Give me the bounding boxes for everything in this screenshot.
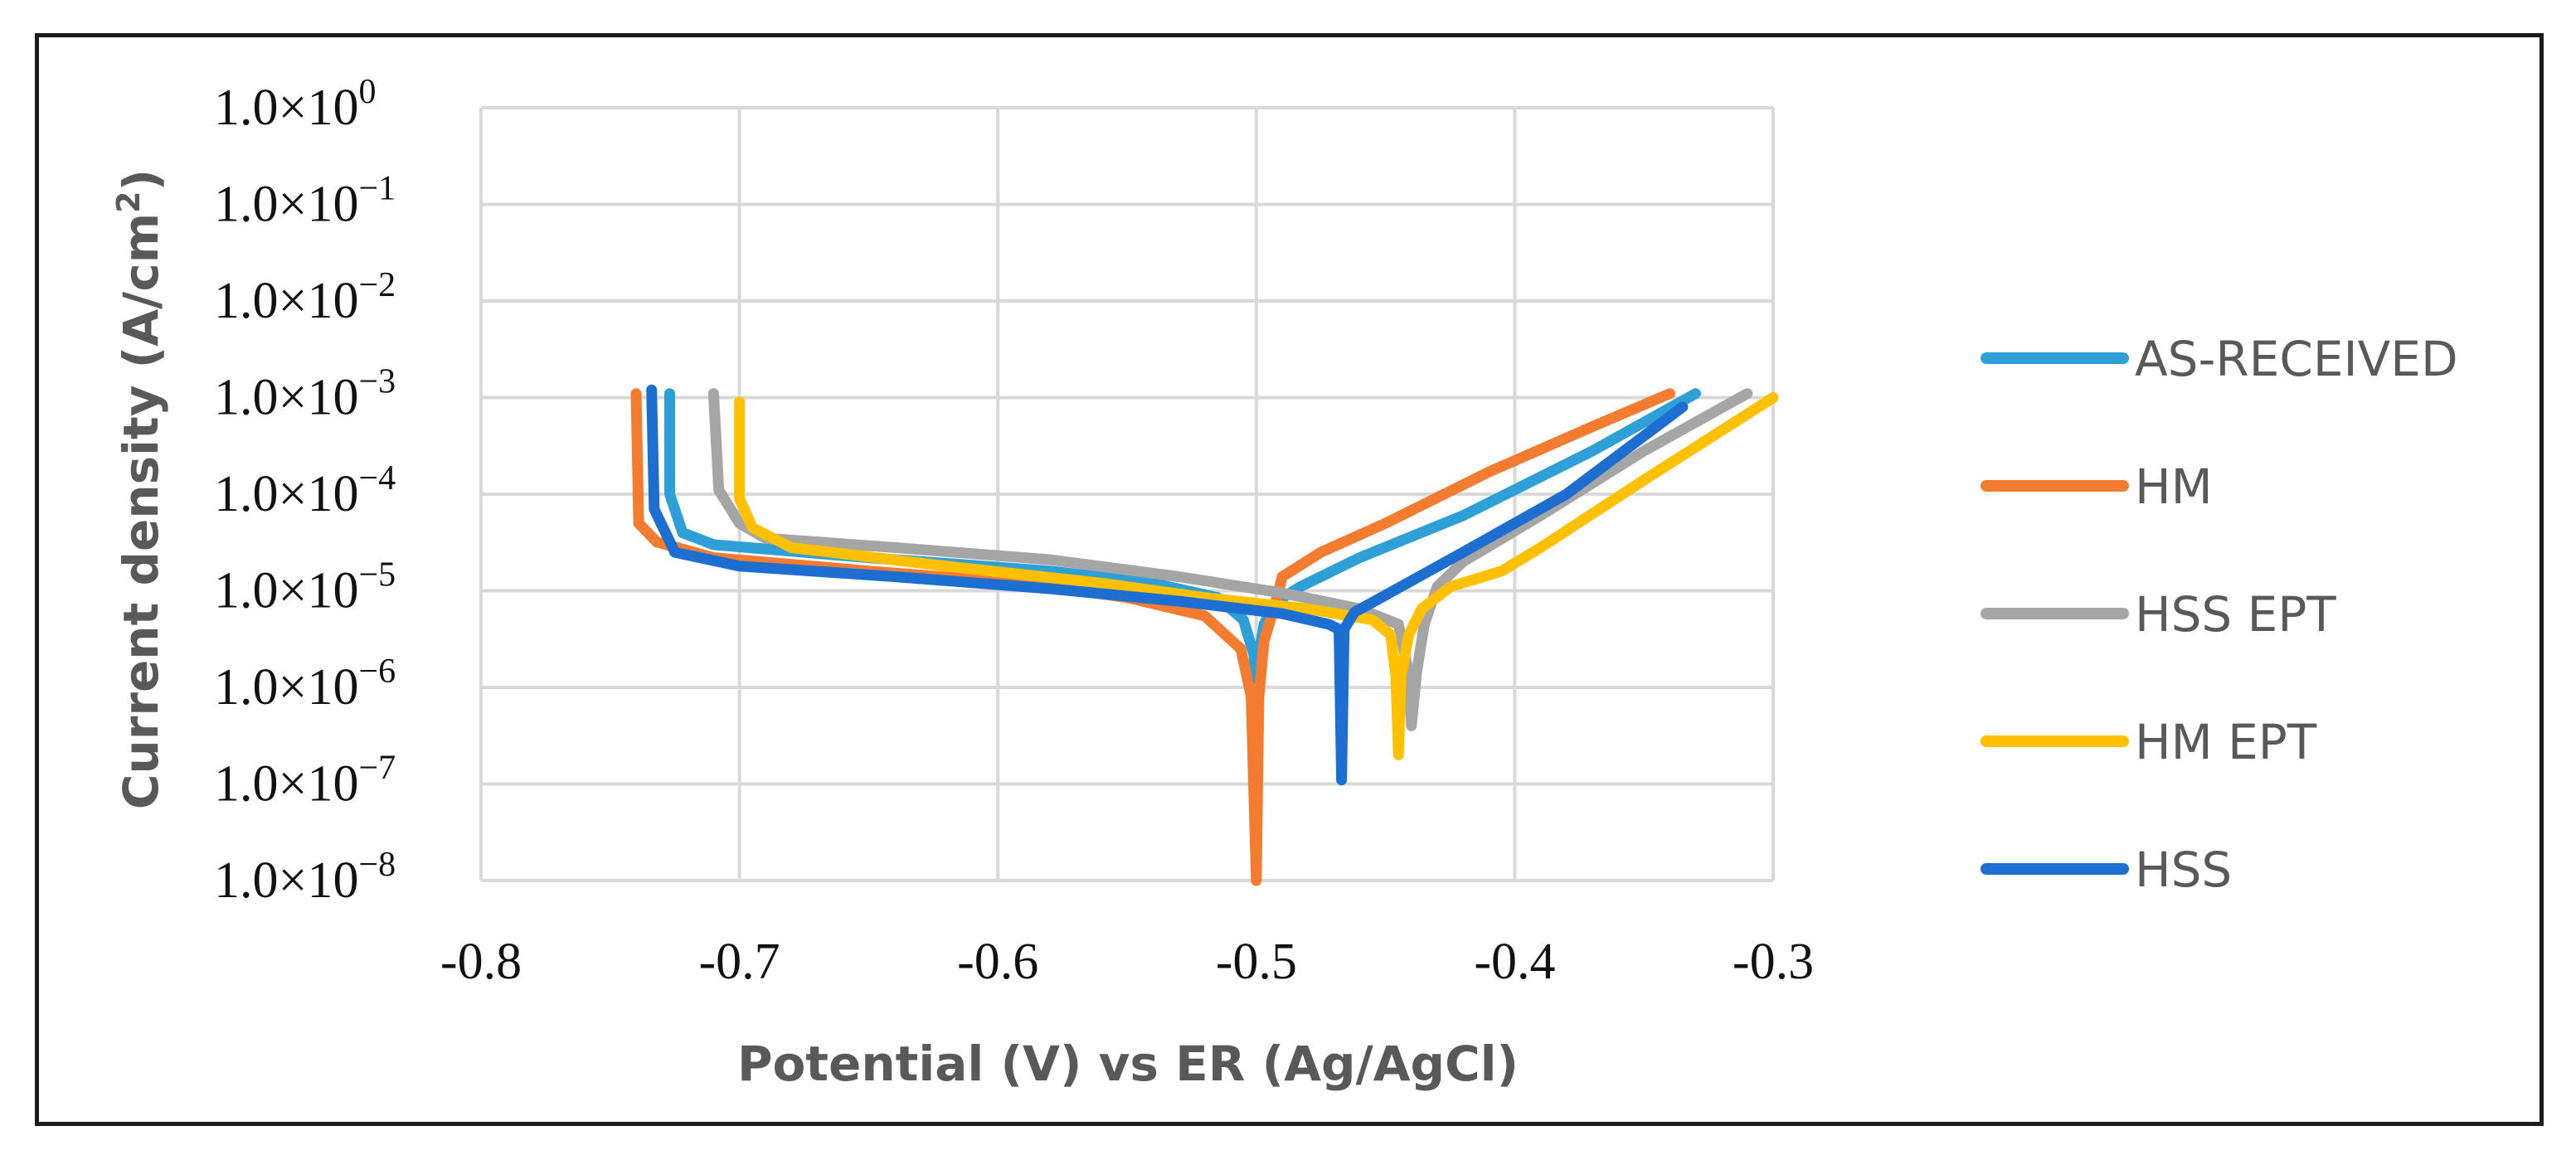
legend-label-hm-ept: HM EPT (2135, 714, 2317, 770)
series-line-as-received (664, 388, 1701, 686)
figure-frame (35, 33, 2544, 1126)
y-axis-title: Current density (A/cm2) (110, 169, 169, 809)
x-tick-labels: -0.8 -0.7 -0.6 -0.5 -0.4 -0.3 (440, 934, 1814, 990)
legend-label-hss: HSS (2135, 842, 2232, 898)
series-lines (630, 384, 1779, 886)
y-tick-label: 1.0×10−7 (214, 750, 396, 813)
y-tick-label: 1.0×10−1 (214, 170, 396, 233)
y-tick-label: 1.0×10−5 (214, 556, 396, 619)
y-tick-label: 1.0×10−3 (214, 363, 396, 426)
x-tick-label: -0.7 (699, 934, 780, 990)
y-tick-label: 1.0×10−2 (214, 266, 396, 329)
gridlines (479, 106, 1775, 882)
x-axis-title: Potential (V) vs ER (Ag/AgCl) (737, 1036, 1519, 1092)
y-tick-label: 1.0×10−8 (214, 846, 396, 909)
legend-label-as-received: AS-RECEIVED (2135, 331, 2458, 387)
y-tick-labels: 1.0×100 1.0×10−1 1.0×10−2 1.0×10−3 1.0×10−4 1… (214, 73, 396, 909)
y-tick-label: 1.0×10−4 (214, 459, 396, 522)
legend: AS-RECEIVED HM HSS EPT HM EPT HSS (1981, 331, 2458, 898)
y-tick-label: 1.0×100 (214, 73, 376, 136)
x-tick-label: -0.8 (440, 934, 522, 990)
x-tick-label: -0.4 (1474, 934, 1555, 990)
series-line-hm-ept (734, 392, 1779, 760)
series-line-hm (630, 388, 1675, 886)
x-tick-label: -0.3 (1733, 934, 1814, 990)
legend-label-hm: HM (2135, 459, 2213, 515)
legend-label-hss-ept: HSS EPT (2135, 586, 2336, 643)
series-line-hss (646, 384, 1689, 786)
x-tick-label: -0.5 (1216, 934, 1297, 990)
x-tick-label: -0.6 (957, 934, 1038, 990)
y-tick-label: 1.0×10−6 (214, 653, 396, 716)
